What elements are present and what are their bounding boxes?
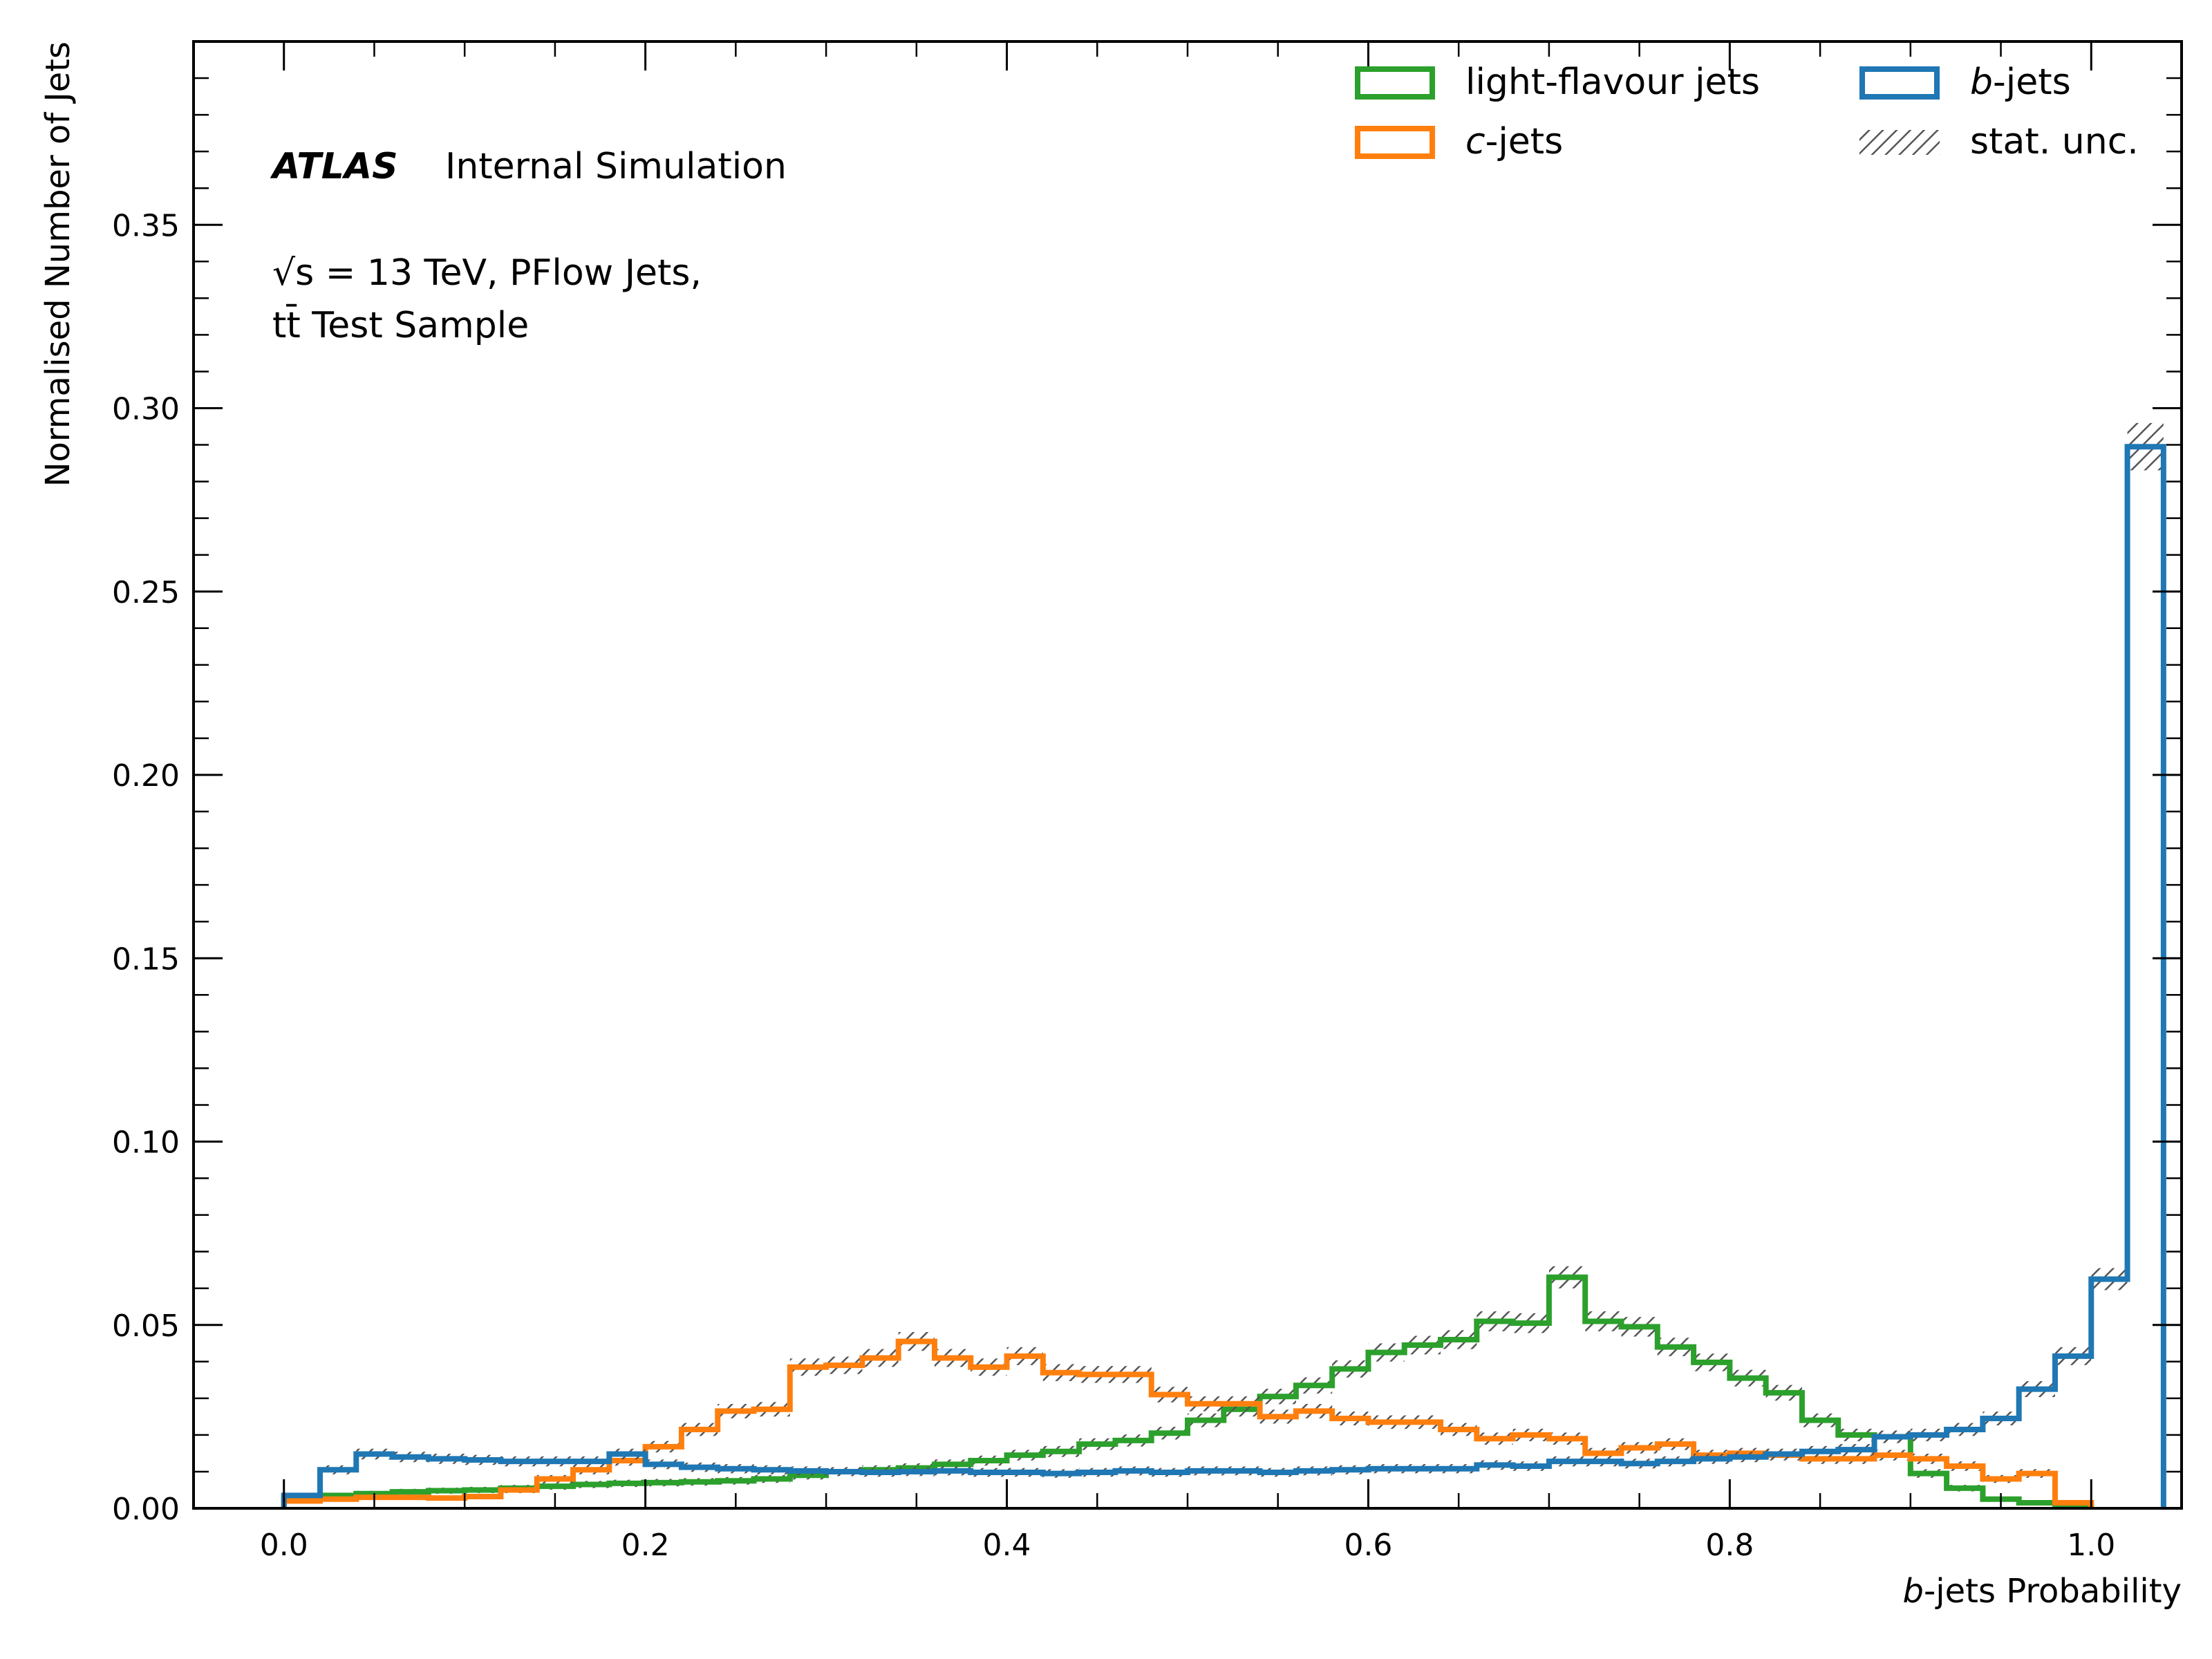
legend-entry: light-flavour jets xyxy=(1355,62,1760,103)
histogram-series xyxy=(281,422,2166,1510)
legend-label: stat. unc. xyxy=(1970,121,2139,162)
atlas-label: ATLAS xyxy=(270,146,398,187)
x-axis-label-rest: -jets Probability xyxy=(1924,1572,2182,1611)
x-axis-label: b-jets Probability xyxy=(1903,1572,2182,1611)
legend-label-rest: -jets xyxy=(1993,62,2071,103)
y-tick-label: 0.35 xyxy=(112,208,180,243)
x-tick-label: 1.0 xyxy=(2067,1528,2115,1563)
y-tick-label: 0.10 xyxy=(112,1125,180,1161)
y-tick-label: 0.15 xyxy=(112,941,180,977)
plot-frame xyxy=(192,40,2183,1510)
x-tick-label: 0.6 xyxy=(1344,1528,1392,1563)
legend-label-rest: light-flavour jets xyxy=(1465,62,1760,103)
legend-swatch xyxy=(1859,66,1940,100)
legend-entry: b-jets xyxy=(1859,62,2071,103)
legend-swatch xyxy=(1355,66,1435,100)
legend-label-italic: b xyxy=(1970,62,1993,103)
y-tick-label: 0.30 xyxy=(112,392,180,427)
legend-hatch-swatch xyxy=(1859,130,1940,155)
y-axis-label: Normalised Number of Jets xyxy=(39,41,77,487)
y-tick-label: 0.05 xyxy=(112,1309,180,1344)
info-sample-line: tt̄ Test Sample xyxy=(272,304,529,346)
legend-label-italic: c xyxy=(1465,121,1485,162)
x-tick-label: 0.8 xyxy=(1705,1528,1754,1563)
y-tick-label: 0.20 xyxy=(112,758,180,794)
series-b-jets xyxy=(281,422,2166,1508)
legend-entry: stat. unc. xyxy=(1859,121,2139,162)
x-axis-label-italic: b xyxy=(1903,1572,1924,1611)
x-tick-label: 0.2 xyxy=(621,1528,670,1563)
histogram-line xyxy=(281,444,2166,1508)
y-tick-label: 0.00 xyxy=(112,1492,180,1527)
y-tick-label: 0.25 xyxy=(112,575,180,610)
legend-label-rest: -jets xyxy=(1485,121,1564,162)
legend-label: b-jets xyxy=(1970,62,2071,103)
atlas-sublabel: Internal Simulation xyxy=(445,146,787,187)
x-tick-label: 0.0 xyxy=(260,1528,308,1563)
legend-label-rest: stat. unc. xyxy=(1970,121,2139,162)
legend-swatch xyxy=(1355,126,1435,159)
axis-ticks: 0.0 0.2 0.4 0.6 0.8 1.0 0.00 0.05 0.10 0.15 0.20 0.… xyxy=(112,41,2182,1563)
legend-entry: c-jets xyxy=(1355,121,1563,162)
x-tick-label: 0.4 xyxy=(983,1528,1031,1563)
legend-label: c-jets xyxy=(1465,121,1563,162)
legend-label: light-flavour jets xyxy=(1465,62,1760,103)
info-energy-line: √s = 13 TeV, PFlow Jets, xyxy=(272,252,702,294)
histogram-line xyxy=(281,1274,2094,1510)
